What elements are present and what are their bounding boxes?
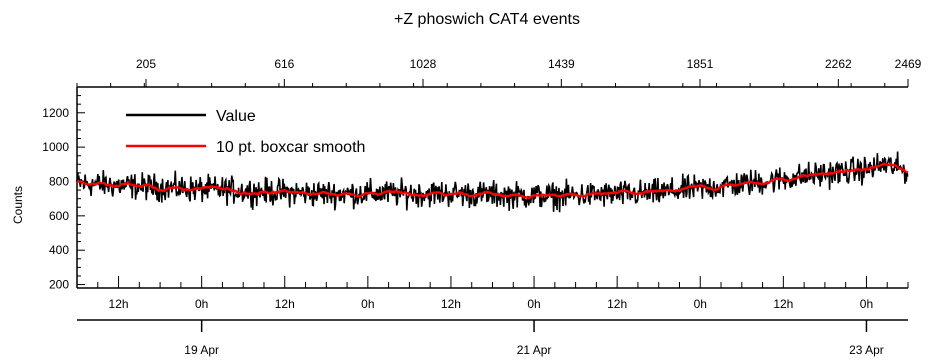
axes: 200 400 600 800 1000 1200 12h 0h 12h 0h 12h 0h 12h 0h… [42, 57, 921, 357]
y-tick-label: 400 [49, 243, 69, 257]
series-line-value [76, 151, 909, 213]
legend: Value 10 pt. boxcar smooth [126, 108, 365, 156]
top-tick-label: 2262 [825, 57, 852, 71]
legend-label-smooth: 10 pt. boxcar smooth [216, 139, 365, 156]
x-tick-label: 12h [773, 297, 793, 311]
y-tick-label: 1000 [42, 140, 69, 154]
y-tick-label: 800 [49, 174, 69, 188]
x-tick-label: 12h [275, 297, 295, 311]
x-tick-label: 0h [195, 297, 208, 311]
top-tick-label: 1028 [410, 57, 437, 71]
chart-title: +Z phoswich CAT4 events [394, 11, 580, 28]
x-tick-label: 0h [860, 297, 873, 311]
top-tick-label: 205 [136, 57, 156, 71]
top-tick-label: 2469 [895, 57, 922, 71]
legend-label-value: Value [216, 108, 256, 125]
x-tick-label: 0h [694, 297, 707, 311]
series-layer [76, 151, 909, 213]
y-tick-label: 200 [49, 278, 69, 292]
y-tick-label: 1200 [42, 106, 69, 120]
date-tick-label: 19 Apr [184, 343, 219, 357]
top-tick-label: 616 [274, 57, 294, 71]
date-tick-label: 21 Apr [517, 343, 552, 357]
y-axis-label: Counts [11, 186, 25, 224]
top-tick-label: 1851 [687, 57, 714, 71]
x-tick-label: 12h [607, 297, 627, 311]
x-tick-label: 0h [361, 297, 374, 311]
x-tick-label: 0h [527, 297, 540, 311]
series-line-smooth [76, 162, 909, 200]
x-tick-label: 12h [109, 297, 129, 311]
top-tick-label: 1439 [548, 57, 575, 71]
y-tick-label: 600 [49, 209, 69, 223]
x-tick-label: 12h [441, 297, 461, 311]
date-tick-label: 23 Apr [849, 343, 884, 357]
